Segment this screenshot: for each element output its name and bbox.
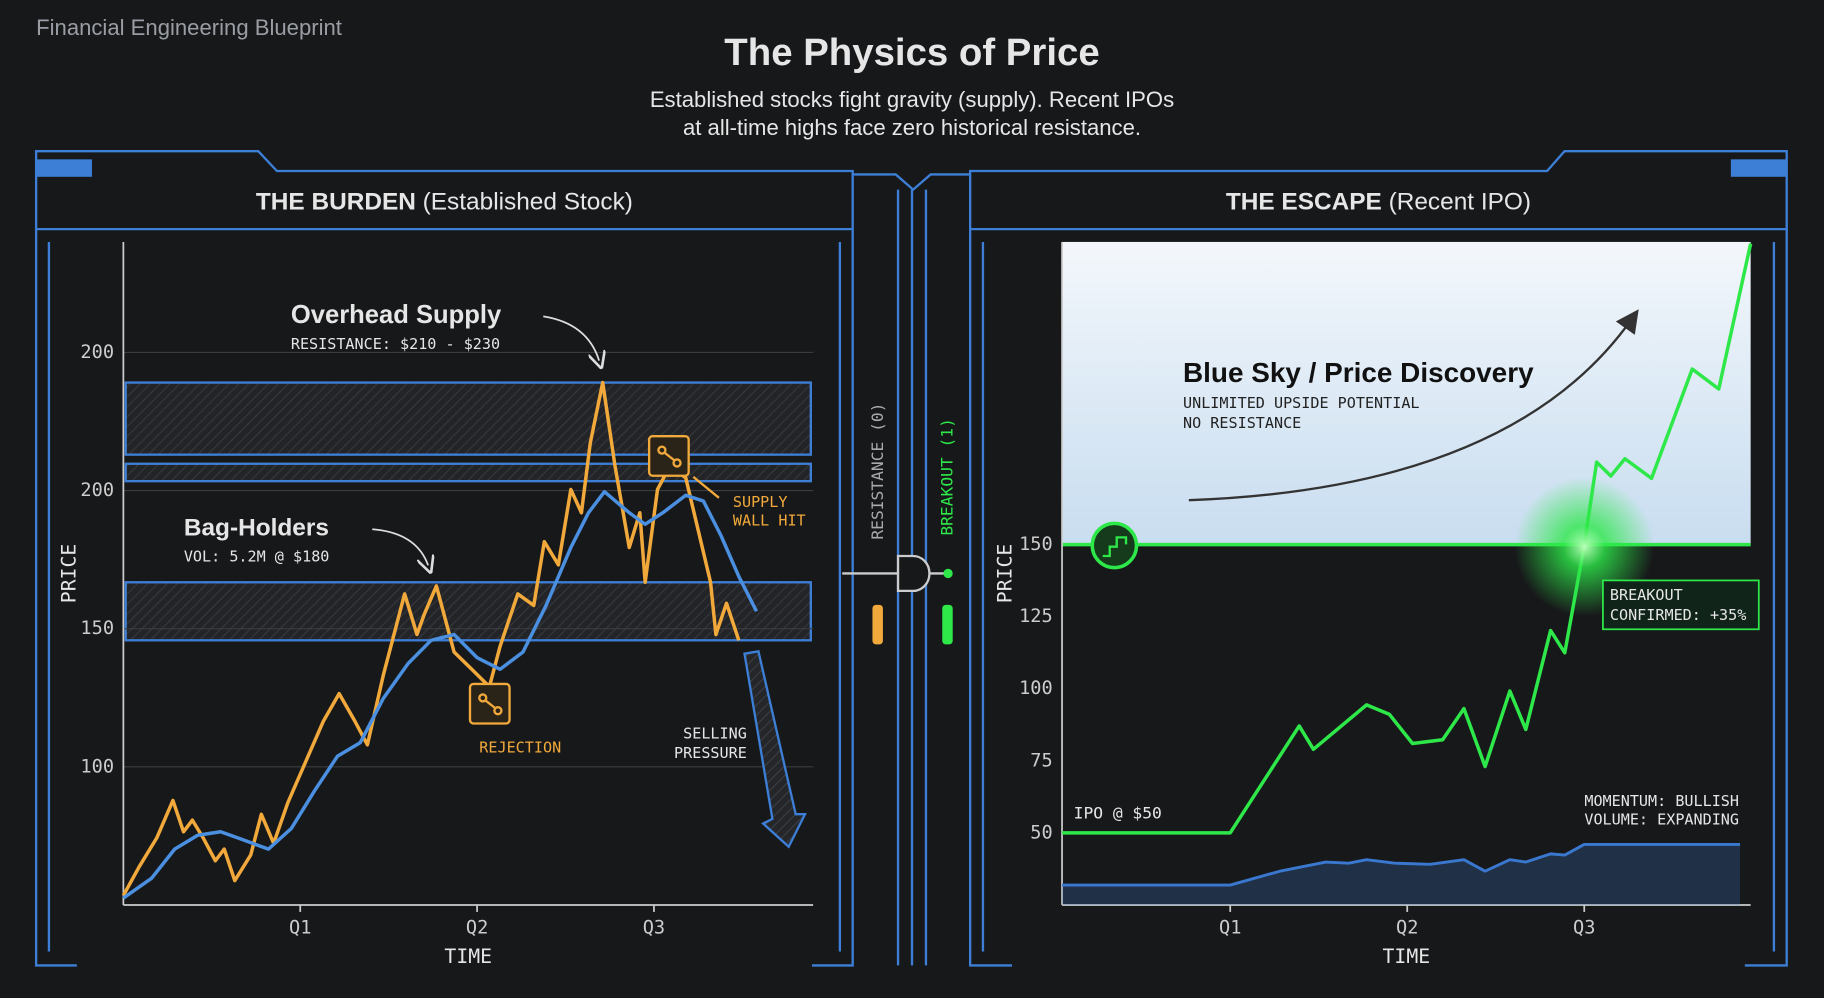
y-tick-label: 150 — [1019, 534, 1053, 555]
annotation-note: REJECTION — [479, 738, 561, 756]
annotation-title: Bag-Holders — [184, 515, 329, 542]
y-axis-label: PRICE — [994, 544, 1017, 604]
subtitle: at all-time highs face zero historical r… — [683, 115, 1141, 140]
annotations: Overhead Supply RESISTANCE: $210 - $230 … — [184, 301, 807, 849]
gate-label: RESISTANCE (0) — [868, 403, 887, 540]
annotation-note: WALL HIT — [733, 512, 806, 530]
y-tick-label: 200 — [80, 342, 114, 363]
trend-arrow — [1188, 309, 1639, 502]
annotation-note: VOL: 5.2M @ $180 — [184, 548, 330, 566]
chart: 50 75 100 125 150 Q1 Q2 Q3 TIME PRICE — [994, 241, 1753, 968]
brand: Financial Engineering Blueprint — [36, 15, 342, 40]
x-tick-label: Q1 — [1219, 918, 1241, 939]
x-tick-label: Q1 — [289, 918, 311, 939]
y-axis-label: PRICE — [57, 544, 80, 604]
y-tick-label: 75 — [1030, 750, 1052, 771]
panel-title-bold: THE BURDEN — [256, 189, 416, 216]
y-tick-label: 100 — [1019, 678, 1053, 699]
x-tick-label: Q2 — [1396, 918, 1418, 939]
panel-title-rest: (Established Stock) — [423, 189, 633, 216]
panel-title-rest: (Recent IPO) — [1389, 189, 1531, 216]
annotation-note: RESISTANCE: $210 - $230 — [291, 335, 500, 353]
y-tick-label: 150 — [80, 618, 114, 639]
panel-title-bold: THE ESCAPE — [1226, 189, 1382, 216]
annotations: Blue Sky / Price Discovery UNLIMITED UPSI… — [1074, 309, 1760, 829]
annotation-title: Blue Sky / Price Discovery — [1183, 357, 1534, 388]
blue-sky-zone — [1062, 241, 1751, 545]
supply-zone — [124, 381, 812, 456]
x-tick-label: Q3 — [643, 918, 665, 939]
price-line — [121, 380, 741, 897]
panel-title: THE ESCAPE (Recent IPO) — [1226, 189, 1531, 216]
annotation-note: BREAKOUT — [1610, 586, 1683, 604]
title: The Physics of Price — [724, 31, 1099, 74]
panel-title: THE BURDEN (Established Stock) — [256, 189, 633, 216]
annotation-note: UNLIMITED UPSIDE POTENTIAL — [1183, 394, 1420, 412]
breakout-box — [1602, 579, 1760, 631]
x-axis-label: TIME — [444, 945, 492, 968]
annotation-note: CONFIRMED: +35% — [1610, 606, 1746, 624]
supply-zone — [124, 462, 812, 483]
supply-zone — [124, 581, 812, 642]
chart: 100 150 200 200 Q1 Q2 Q3 TIME PRICE — [57, 241, 814, 968]
price-line — [1062, 243, 1753, 835]
x-tick-label: Q3 — [1573, 918, 1595, 939]
price-line — [122, 489, 759, 900]
step-icon-glyph — [1102, 536, 1128, 558]
y-tick-label: 125 — [1019, 606, 1053, 627]
annotation-note: MOMENTUM: BULLISH — [1584, 792, 1739, 810]
y-tick-label: 100 — [80, 756, 114, 777]
price-line — [1062, 843, 1741, 887]
annotation-note: SUPPLY — [733, 493, 788, 511]
annotation-note: NO RESISTANCE — [1183, 414, 1301, 432]
annotation-note: PRESSURE — [674, 744, 747, 762]
panel-frame — [34, 150, 1788, 967]
y-tick-label: 200 — [80, 480, 114, 501]
annotation-title: Overhead Supply — [291, 301, 502, 329]
y-tick-label: 50 — [1030, 822, 1052, 843]
gate-label: BREAKOUT (1) — [938, 418, 957, 536]
logic-gate — [842, 554, 953, 645]
x-tick-label: Q2 — [466, 918, 488, 939]
annotation-note: VOLUME: EXPANDING — [1584, 811, 1739, 829]
x-axis-label: TIME — [1383, 945, 1431, 968]
subtitle: Established stocks fight gravity (supply… — [650, 87, 1174, 112]
charts: 100 150 200 200 Q1 Q2 Q3 TIME PRICE 50 75 100 125 150… — [57, 241, 1753, 968]
volume-area — [1062, 844, 1741, 905]
annotation-note: IPO @ $50 — [1074, 804, 1162, 823]
annotation-note: SELLING — [683, 724, 747, 742]
